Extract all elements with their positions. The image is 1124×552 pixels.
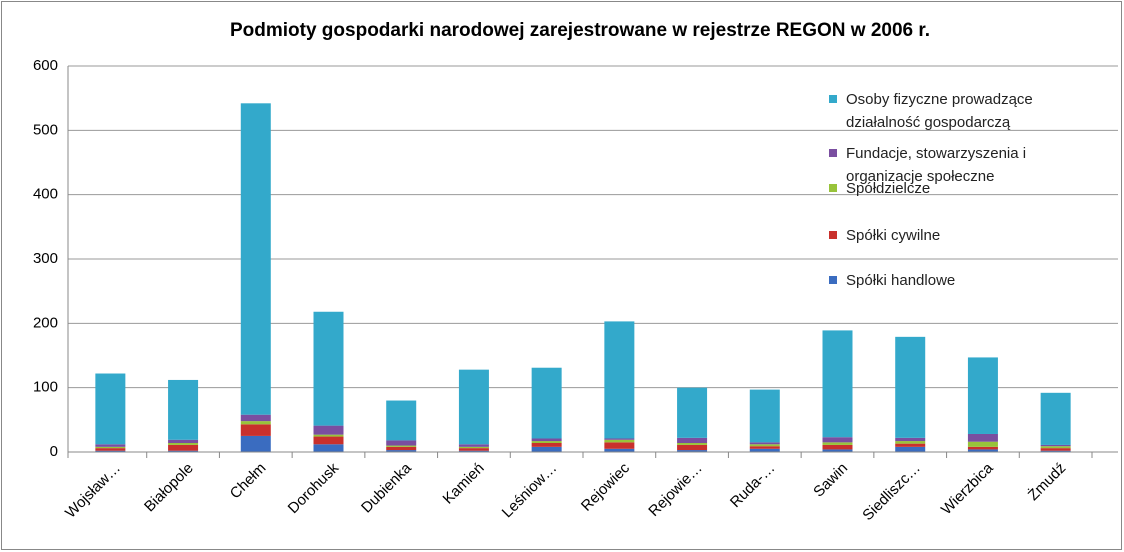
y-tick-label: 0 (50, 443, 58, 460)
bar-segment (895, 441, 926, 444)
bar-segment (1040, 392, 1071, 445)
bar-segment (95, 373, 126, 445)
bar-segment (677, 387, 708, 438)
legend-item: Osoby fizyczne prowadzące działalność go… (829, 88, 1100, 134)
bar-segment (749, 448, 780, 452)
bar-segment (95, 448, 126, 451)
bar-segment (168, 439, 199, 443)
legend-swatch (829, 276, 837, 284)
bar-segment (967, 449, 998, 452)
legend-label: Fundacje, stowarzyszenia i organizacje s… (846, 145, 1027, 185)
legend-item: Spółki cywilne (829, 224, 1100, 247)
bar-segment (749, 444, 780, 447)
bar-segment (313, 434, 344, 437)
legend-label: Spółki handlowe (846, 272, 956, 289)
bar-segment (967, 433, 998, 442)
legend-swatch (829, 184, 837, 192)
bar-segment (1040, 448, 1071, 451)
bar-segment (168, 450, 199, 452)
bar-segment (895, 437, 926, 442)
bar-segment (822, 444, 853, 450)
y-tick-label: 600 (33, 57, 58, 74)
bar-segment (749, 389, 780, 443)
y-tick-label: 400 (33, 186, 58, 203)
bar-segment (895, 336, 926, 438)
bar-segment (531, 442, 562, 447)
bar-segment (677, 442, 708, 445)
legend-item: Fundacje, stowarzyszenia i organizacje s… (829, 142, 1100, 188)
y-tick-label: 200 (33, 314, 58, 331)
bar-segment (604, 321, 635, 439)
bar-segment (967, 441, 998, 447)
bar-segment (240, 424, 271, 436)
bar-segment (604, 448, 635, 452)
legend-item: Spółki handlowe (829, 269, 1100, 292)
bar-segment (677, 444, 708, 451)
bar-segment (1040, 450, 1071, 452)
bar-segment (313, 436, 344, 445)
bar-segment (240, 421, 271, 425)
bar-segment (458, 369, 489, 445)
legend-label: Spółki cywilne (846, 227, 941, 244)
bar-segment (531, 438, 562, 442)
bar-segment (386, 440, 417, 446)
chart-title: Podmioty gospodarki narodowej zarejestro… (230, 20, 930, 41)
bar-segment (458, 448, 489, 451)
bar-segment (313, 311, 344, 426)
bar-segment (240, 435, 271, 452)
bar-segment (531, 441, 562, 443)
bar-segment (822, 437, 853, 443)
bar-segment (95, 444, 126, 447)
bar-segment (168, 444, 199, 451)
bar-segment (313, 425, 344, 435)
bar-segment (386, 400, 417, 441)
bar-segment (822, 449, 853, 452)
bar-segment (168, 379, 199, 440)
bar-segment (458, 446, 489, 449)
bar-segment (677, 450, 708, 452)
legend-label: Spółdzielcze (846, 180, 931, 197)
bar-segment (822, 330, 853, 438)
legend-label: Osoby fizyczne prowadzące działalność go… (846, 91, 1033, 131)
bar-segment (95, 446, 126, 449)
bar-segment (677, 437, 708, 443)
bar-segment (604, 438, 635, 440)
bar-segment (604, 439, 635, 443)
bar-segment (386, 450, 417, 452)
bar-segment (313, 444, 344, 452)
bar-segment (240, 103, 271, 415)
bar-segment (531, 446, 562, 452)
y-tick-label: 100 (33, 379, 58, 396)
bar-segment (458, 444, 489, 447)
bar-segment (967, 357, 998, 434)
bar-segment (749, 446, 780, 449)
bar-segment (822, 442, 853, 445)
bar-segment (168, 442, 199, 445)
bar-segment (604, 442, 635, 449)
bar-segment (1040, 444, 1071, 447)
legend-swatch (829, 95, 837, 103)
bar-segment (1040, 446, 1071, 449)
bar-segment (386, 445, 417, 447)
legend-item: Spółdzielcze (829, 177, 1100, 200)
legend-swatch (829, 231, 837, 239)
legend-swatch (829, 149, 837, 157)
y-tick-label: 300 (33, 250, 58, 267)
bar-segment (458, 450, 489, 452)
bar-segment (386, 446, 417, 451)
bar-segment (531, 367, 562, 439)
y-tick-label: 500 (33, 121, 58, 138)
bar-segment (895, 443, 926, 447)
bar-segment (749, 442, 780, 445)
bar-segment (895, 446, 926, 452)
bar-segment (95, 450, 126, 452)
bar-segment (967, 446, 998, 450)
bar-segment (240, 414, 271, 422)
